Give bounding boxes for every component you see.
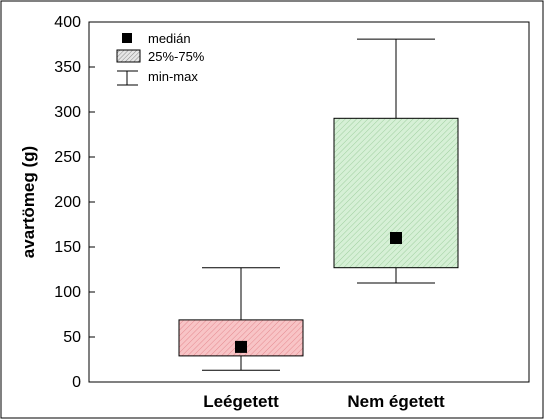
boxes bbox=[178, 38, 459, 371]
y-tick-label: 100 bbox=[54, 284, 81, 301]
iqr-box bbox=[333, 117, 459, 269]
y-tick-label: 0 bbox=[72, 374, 81, 391]
y-tick-label: 400 bbox=[54, 14, 81, 31]
y-axis-title: avartömeg (g) bbox=[19, 146, 38, 258]
legend: medián 25%-75% min-max bbox=[116, 31, 205, 86]
legend-label-minmax: min-max bbox=[148, 69, 198, 84]
legend-label-quartile: 25%-75% bbox=[148, 49, 205, 64]
x-axis-labels: Leégetett Nem égetett bbox=[203, 392, 445, 411]
box-nem-egetett bbox=[333, 38, 459, 284]
median-marker bbox=[390, 232, 402, 244]
y-tick-label: 50 bbox=[63, 329, 81, 346]
legend-whisker-swatch bbox=[117, 70, 138, 86]
x-category-label: Leégetett bbox=[203, 392, 279, 411]
legend-label-median: medián bbox=[148, 31, 191, 46]
legend-quartile-swatch bbox=[116, 49, 141, 63]
y-tick-label: 150 bbox=[54, 239, 81, 256]
y-axis: 0 50 100 150 200 250 300 350 400 bbox=[54, 14, 95, 391]
y-tick-label: 200 bbox=[54, 194, 81, 211]
y-tick-label: 300 bbox=[54, 104, 81, 121]
median-marker bbox=[235, 340, 247, 353]
x-category-label: Nem égetett bbox=[347, 392, 445, 411]
box-leegetett bbox=[178, 267, 304, 371]
legend-median-swatch bbox=[122, 33, 132, 43]
y-tick-label: 350 bbox=[54, 59, 81, 76]
iqr-box bbox=[178, 319, 304, 357]
y-tick-label: 250 bbox=[54, 149, 81, 166]
